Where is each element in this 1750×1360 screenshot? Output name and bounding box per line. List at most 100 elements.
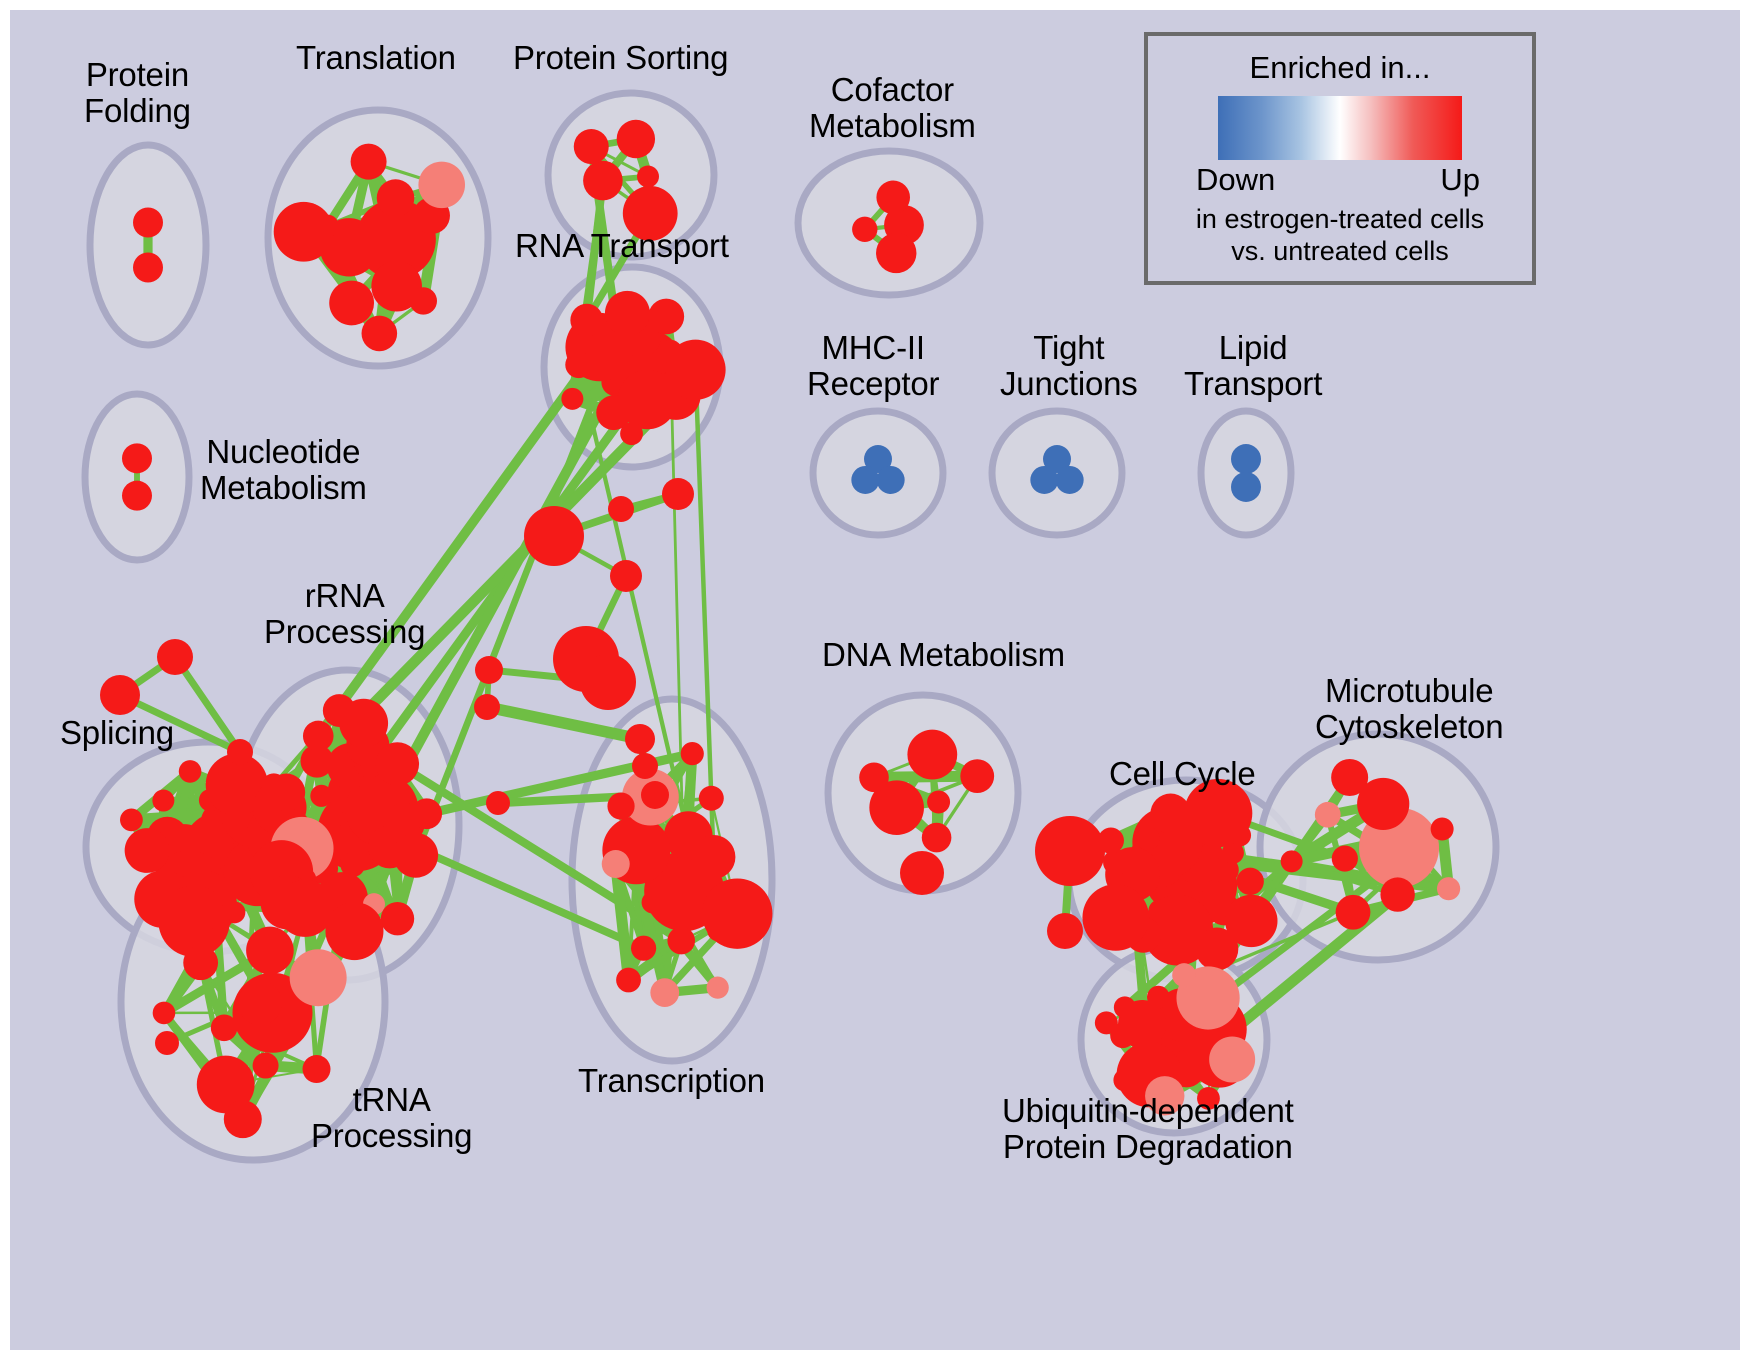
- network-node[interactable]: [1195, 927, 1239, 971]
- network-node[interactable]: [636, 165, 659, 188]
- network-node[interactable]: [1231, 444, 1261, 475]
- network-node[interactable]: [702, 878, 773, 949]
- network-node[interactable]: [289, 949, 347, 1007]
- network-node[interactable]: [907, 729, 958, 780]
- network-node[interactable]: [322, 694, 356, 727]
- network-node[interactable]: [876, 232, 917, 274]
- network-node[interactable]: [1113, 1068, 1137, 1092]
- network-node[interactable]: [876, 465, 905, 494]
- network-node[interactable]: [361, 315, 398, 352]
- network-node[interactable]: [698, 785, 724, 811]
- network-node[interactable]: [380, 902, 415, 936]
- network-node[interactable]: [1280, 850, 1303, 873]
- network-node[interactable]: [122, 480, 152, 511]
- network-node[interactable]: [1380, 877, 1415, 912]
- network-node[interactable]: [474, 694, 500, 720]
- network-node[interactable]: [852, 216, 878, 243]
- network-node[interactable]: [641, 781, 669, 809]
- network-node[interactable]: [604, 290, 650, 336]
- network-node[interactable]: [859, 762, 889, 793]
- network-node[interactable]: [329, 280, 375, 326]
- network-node[interactable]: [1331, 758, 1369, 796]
- network-node[interactable]: [648, 298, 685, 335]
- network-node[interactable]: [133, 252, 163, 283]
- network-node[interactable]: [1110, 1023, 1136, 1049]
- network-node[interactable]: [641, 891, 664, 914]
- network-node[interactable]: [620, 422, 643, 446]
- network-node[interactable]: [1331, 845, 1358, 872]
- network-node[interactable]: [1236, 867, 1264, 896]
- network-node[interactable]: [869, 780, 924, 835]
- network-node[interactable]: [1184, 779, 1253, 848]
- network-node[interactable]: [122, 443, 152, 474]
- network-node[interactable]: [1082, 884, 1150, 951]
- network-node[interactable]: [350, 143, 387, 180]
- network-node[interactable]: [1136, 826, 1160, 851]
- network-node[interactable]: [667, 926, 696, 955]
- network-node[interactable]: [120, 808, 143, 832]
- network-node[interactable]: [302, 1055, 331, 1084]
- network-node[interactable]: [302, 720, 334, 752]
- network-node[interactable]: [565, 351, 593, 379]
- network-node[interactable]: [580, 654, 636, 710]
- network-node[interactable]: [570, 303, 604, 337]
- network-node[interactable]: [252, 1052, 279, 1079]
- network-node[interactable]: [927, 790, 951, 814]
- network-node[interactable]: [601, 850, 630, 879]
- network-node[interactable]: [632, 753, 658, 779]
- network-node[interactable]: [706, 976, 729, 999]
- network-node[interactable]: [1335, 894, 1371, 930]
- network-node[interactable]: [152, 1001, 176, 1025]
- network-node[interactable]: [375, 742, 420, 786]
- network-node[interactable]: [273, 201, 334, 262]
- network-node[interactable]: [691, 835, 736, 879]
- network-node[interactable]: [616, 967, 641, 993]
- network-node[interactable]: [851, 465, 880, 494]
- network-node[interactable]: [960, 759, 995, 794]
- network-node[interactable]: [1430, 817, 1454, 841]
- network-node[interactable]: [238, 981, 282, 1025]
- network-node[interactable]: [650, 978, 680, 1008]
- network-node[interactable]: [486, 791, 510, 815]
- network-node[interactable]: [662, 478, 694, 510]
- network-node[interactable]: [227, 739, 253, 765]
- network-node[interactable]: [183, 945, 219, 981]
- network-node[interactable]: [921, 822, 952, 853]
- network-node[interactable]: [1225, 894, 1278, 948]
- network-node[interactable]: [376, 179, 415, 217]
- network-node[interactable]: [900, 851, 944, 895]
- network-node[interactable]: [276, 879, 334, 937]
- network-node[interactable]: [583, 160, 623, 201]
- network-node[interactable]: [475, 656, 503, 684]
- network-node[interactable]: [1035, 816, 1105, 886]
- network-node[interactable]: [1172, 963, 1196, 987]
- network-node[interactable]: [1145, 1076, 1185, 1116]
- network-node[interactable]: [1113, 996, 1136, 1019]
- network-node[interactable]: [631, 935, 657, 961]
- network-node[interactable]: [607, 792, 635, 820]
- network-node[interactable]: [223, 1100, 262, 1139]
- network-node[interactable]: [1103, 849, 1129, 876]
- network-node[interactable]: [261, 773, 286, 798]
- network-node[interactable]: [155, 1031, 179, 1055]
- network-node[interactable]: [625, 724, 655, 754]
- network-node[interactable]: [573, 129, 609, 165]
- network-node[interactable]: [1147, 985, 1170, 1009]
- network-node[interactable]: [616, 119, 656, 159]
- network-node[interactable]: [608, 496, 634, 522]
- network-node[interactable]: [152, 789, 175, 812]
- network-node[interactable]: [1357, 777, 1410, 831]
- network-node[interactable]: [371, 260, 422, 312]
- network-node[interactable]: [596, 395, 632, 431]
- network-node[interactable]: [561, 387, 584, 410]
- network-node[interactable]: [300, 744, 334, 778]
- network-node[interactable]: [524, 506, 584, 566]
- network-node[interactable]: [409, 287, 437, 315]
- network-node[interactable]: [411, 798, 443, 830]
- network-node[interactable]: [340, 852, 366, 878]
- network-node[interactable]: [1043, 445, 1071, 474]
- network-node[interactable]: [204, 904, 231, 930]
- network-node[interactable]: [1221, 841, 1244, 864]
- network-node[interactable]: [864, 445, 892, 474]
- network-node[interactable]: [210, 1014, 238, 1042]
